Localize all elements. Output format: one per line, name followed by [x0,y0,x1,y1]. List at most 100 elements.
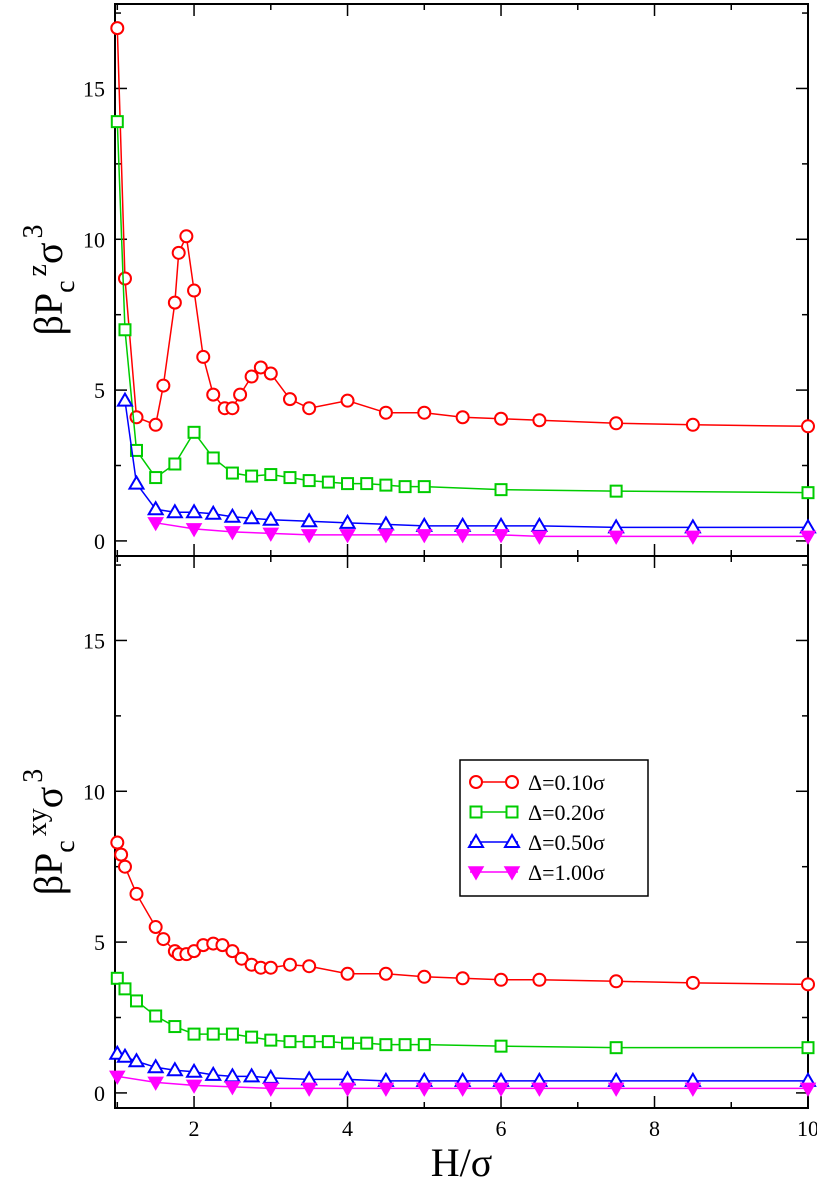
y-axis: 0 5 10 15 [83,564,808,1106]
data-point [166,1061,184,1077]
data-point [224,1081,241,1096]
data-point [494,411,509,426]
data-point [149,471,163,485]
data-point [302,474,316,488]
data-point [799,530,817,545]
y-tick-label: 0 [94,1081,105,1106]
y-axis: 0 5 10 15 [83,12,808,554]
data-point [117,859,132,874]
data-point [129,994,143,1008]
series-Δ=0.10σ [110,21,815,434]
data-point [187,1027,201,1041]
legend-marker [467,833,485,848]
data-point [187,283,202,298]
y-title-sub: c [50,840,81,852]
data-point [415,529,433,544]
data-point [129,886,144,901]
data-point [417,1038,431,1052]
data-point [116,391,134,407]
y-tick-label: 10 [83,779,105,804]
data-point [377,515,395,531]
data-point [801,977,815,992]
data-point [206,1027,220,1041]
data-point [156,378,171,393]
data-point [454,1082,471,1097]
data-point [300,512,318,528]
data-point [253,360,268,375]
data-point [300,529,318,544]
data-point [415,1082,433,1097]
data-point [532,972,547,987]
data-point [609,974,624,989]
data-point [146,500,165,516]
plot-frame [114,3,809,557]
y-tick-label: 15 [83,76,105,101]
data-point [530,516,549,532]
y-title-sigma: σ [26,787,71,809]
data-point [225,1027,239,1041]
data-point [282,957,297,972]
legend: Δ=0.10σ Δ=0.20σ Δ=0.50σ Δ=1.00σ [459,759,649,897]
legend-marker [503,866,521,881]
y-tick-label: 5 [94,378,105,403]
x-axis [116,4,809,556]
data-point [234,951,249,966]
data-point [492,516,510,532]
bottom-panel: 0 5 10 15 2 4 6 8 10 H/σ βPc xyσ 3 [18,555,817,1182]
data-point [453,516,472,532]
data-point [341,1036,355,1050]
series-line [116,28,809,428]
data-point [223,507,242,523]
data-point [609,1041,623,1055]
data-point [492,529,510,544]
data-point [685,417,700,432]
data-point [127,1052,146,1068]
data-point [149,1009,163,1023]
data-point [171,245,186,260]
data-point [341,477,355,491]
data-point [242,509,261,525]
x-tick-label: 6 [496,1116,507,1141]
data-point [801,486,815,500]
data-point [262,527,280,542]
data-point [455,410,470,425]
legend-item: Δ=0.10σ [469,770,605,795]
data-point [321,475,335,489]
y-title-sup: xy [22,808,53,836]
data-point [283,471,297,485]
legend-label: Δ=1.00σ [528,860,605,885]
x-tick-label: 8 [649,1116,660,1141]
data-point [147,1076,164,1091]
data-point [684,1082,702,1097]
data-point [224,526,241,541]
x-axis-title: H/σ [431,1140,493,1182]
data-point [398,480,412,494]
data-point [168,457,182,471]
series-Δ=1.00σ [147,517,817,545]
y-title-sub: c [50,280,81,292]
data-point [206,387,221,402]
data-point [204,504,222,520]
y-tick-label: 5 [94,930,105,955]
top-panel: 0 5 10 15 βPczσ 3 [18,3,817,557]
data-point [264,1033,278,1047]
y-tick-label: 15 [83,628,105,653]
data-point [225,944,240,959]
data-point [168,1020,182,1034]
data-point [799,1082,817,1097]
data-point [531,530,548,545]
data-point [156,932,171,947]
data-point [417,480,431,494]
data-point [378,405,393,420]
series-line [155,522,808,538]
data-point [264,468,278,482]
data-point [245,469,259,483]
data-point [242,1067,261,1083]
data-point [379,478,393,492]
y-tick-label: 10 [83,227,105,252]
data-point [338,513,357,529]
data-point [233,387,248,402]
data-point [185,1079,203,1094]
series-Δ=0.20σ [110,115,815,500]
x-axis: 2 4 6 8 10 H/σ [116,556,817,1182]
